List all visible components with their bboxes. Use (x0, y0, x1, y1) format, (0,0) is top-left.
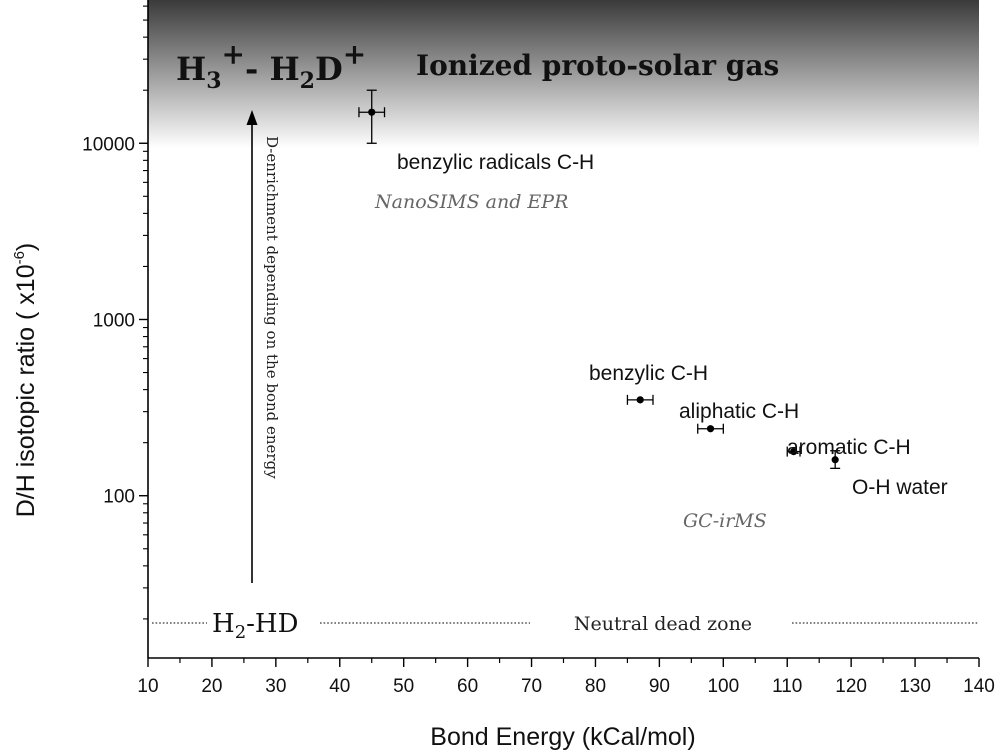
y-tick-label: 1000 (93, 310, 135, 331)
ion-h3-h2d-label: H3+- H2D+ (176, 38, 366, 94)
y-ticks: 100 1000 10000 (82, 5, 148, 620)
data-point (790, 447, 798, 456)
data-point (706, 425, 715, 433)
y-axis-title: D/H isotopic ratio ( x10-6) (11, 243, 40, 518)
h2-hd-label: H2-HD (212, 609, 298, 643)
x-tick-label: 100 (707, 676, 739, 697)
enrichment-arrow-label: D-enrichment depending on the bond energ… (263, 136, 281, 479)
banner-label: Ionized proto-solar gas (416, 49, 779, 82)
x-tick-label: 40 (329, 676, 350, 697)
x-tick-label: 110 (772, 676, 802, 697)
x-tick-label: 10 (137, 676, 158, 697)
x-tick-label: 80 (585, 676, 606, 697)
dead-zone-label: Neutral dead zone (574, 613, 752, 635)
x-tick-label: 60 (457, 676, 478, 697)
data-points (358, 89, 841, 469)
y-tick-label: 100 (103, 487, 135, 508)
ionized-gas-banner (148, 0, 979, 148)
label-aromatic: aromatic C-H (787, 436, 911, 459)
x-tick-label: 130 (899, 676, 931, 697)
x-tick-label: 30 (265, 676, 286, 697)
x-tick-label: 120 (835, 676, 867, 697)
label-oh-water: O-H water (852, 476, 948, 499)
x-tick-label: 50 (393, 676, 414, 697)
x-tick-label: 90 (649, 676, 670, 697)
x-ticks: 10 20 30 40 50 60 70 80 90 100 110 120 130 140 (137, 658, 995, 697)
label-aliphatic: aliphatic C-H (679, 400, 799, 423)
x-tick-label: 140 (963, 676, 995, 697)
label-benzylic: benzylic C-H (589, 362, 708, 385)
label-benzylic-radicals: benzylic radicals C-H (397, 151, 594, 174)
y-tick-label: 10000 (82, 134, 135, 155)
data-point (831, 456, 839, 464)
x-tick-label: 70 (521, 676, 542, 697)
data-point (636, 396, 644, 404)
x-axis-title: Bond Energy (kCal/mol) (430, 723, 695, 751)
method-label-gc-irms: GC-irMS (683, 510, 767, 532)
arrow-head-icon (246, 110, 258, 125)
data-point (368, 108, 376, 116)
method-label-nanosims: NanoSIMS and EPR (374, 191, 568, 213)
x-tick-label: 20 (201, 676, 222, 697)
